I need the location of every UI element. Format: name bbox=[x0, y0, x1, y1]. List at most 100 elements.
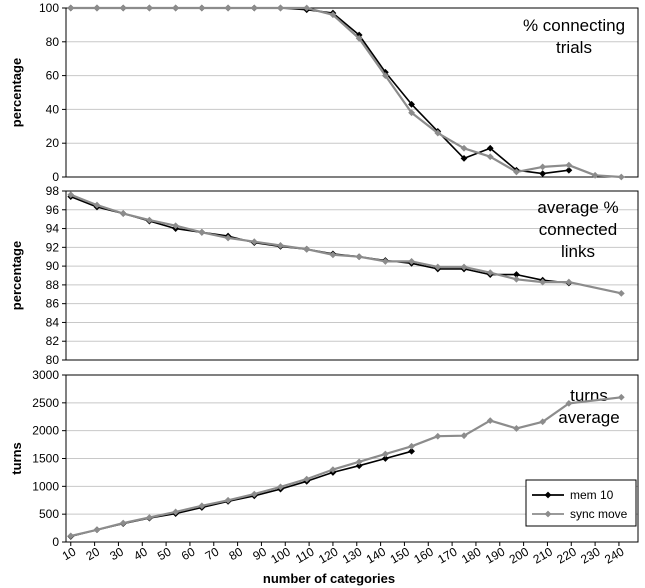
x-tick-label: 90 bbox=[250, 544, 269, 563]
data-point-sync-move bbox=[277, 242, 284, 249]
data-point-sync-move bbox=[486, 269, 494, 277]
data-point-sync-move bbox=[198, 502, 206, 510]
x-tick-label: 220 bbox=[554, 544, 579, 566]
x-tick-label: 40 bbox=[131, 544, 150, 563]
data-point-sync-move bbox=[146, 4, 153, 12]
x-tick-label: 210 bbox=[531, 544, 556, 566]
data-point-sync-move bbox=[303, 4, 311, 12]
y-axis-label: percentage bbox=[9, 241, 24, 310]
y-tick-label: 1500 bbox=[32, 452, 59, 466]
legend-swatch-marker bbox=[544, 491, 552, 499]
x-tick-label: 200 bbox=[507, 544, 532, 566]
data-point-sync-move bbox=[460, 144, 468, 152]
x-tick-label: 170 bbox=[435, 544, 460, 566]
y-tick-label: 0 bbox=[52, 170, 59, 184]
panel-title: average bbox=[558, 408, 619, 427]
data-point-sync-move bbox=[434, 263, 442, 271]
data-point-sync-move bbox=[172, 4, 180, 12]
y-tick-label: 80 bbox=[46, 35, 60, 49]
legend-label: sync move bbox=[570, 507, 628, 521]
x-tick-label: 60 bbox=[179, 544, 198, 563]
data-point-sync-move bbox=[303, 475, 311, 483]
y-tick-label: 40 bbox=[46, 102, 60, 116]
data-point-sync-move bbox=[119, 519, 127, 527]
data-point-sync-move bbox=[329, 11, 337, 19]
x-tick-label: 30 bbox=[107, 544, 126, 563]
y-tick-label: 96 bbox=[46, 203, 60, 217]
data-point-sync-move bbox=[565, 399, 573, 407]
data-point-sync-move bbox=[172, 222, 180, 230]
data-point-sync-move bbox=[93, 201, 101, 209]
data-point-sync-move bbox=[67, 532, 75, 540]
data-point-sync-move bbox=[539, 278, 547, 286]
x-tick-label: 180 bbox=[459, 544, 484, 566]
series-line-mem-10 bbox=[70, 7, 570, 175]
panel-title: links bbox=[561, 242, 595, 261]
y-tick-label: 90 bbox=[46, 259, 60, 273]
y-tick-label: 80 bbox=[46, 353, 60, 367]
panel-title: average % bbox=[537, 198, 618, 217]
data-point-sync-move bbox=[250, 4, 258, 12]
data-point-sync-move bbox=[460, 432, 468, 440]
data-point-sync-move bbox=[486, 417, 494, 425]
data-point-sync-move bbox=[434, 129, 442, 137]
data-point-sync-move bbox=[146, 216, 153, 224]
data-point-sync-move bbox=[119, 4, 127, 12]
data-point-sync-move bbox=[250, 238, 258, 246]
data-point-sync-move bbox=[355, 458, 363, 466]
legend-swatch-marker bbox=[544, 510, 552, 518]
y-tick-label: 500 bbox=[39, 507, 59, 521]
data-point-mem-10 bbox=[565, 166, 573, 174]
x-tick-label: 240 bbox=[602, 544, 627, 566]
data-point-sync-move bbox=[329, 251, 337, 259]
data-point-sync-move bbox=[565, 278, 573, 286]
data-point-sync-move bbox=[617, 393, 625, 401]
legend: mem 10 sync move bbox=[525, 479, 637, 527]
data-point-sync-move bbox=[224, 496, 232, 504]
data-point-mem-10 bbox=[486, 144, 494, 152]
data-point-sync-move bbox=[486, 153, 494, 161]
panel-title: connected bbox=[539, 220, 617, 239]
data-point-sync-move bbox=[460, 263, 468, 271]
data-point-sync-move bbox=[198, 228, 206, 236]
x-tick-label: 190 bbox=[483, 544, 508, 566]
data-point-sync-move bbox=[408, 258, 415, 265]
plot-frame bbox=[65, 7, 639, 178]
data-point-sync-move bbox=[67, 191, 75, 199]
legend-box bbox=[525, 479, 637, 527]
panel-connecting-trials: 0 20 40 60 80 100 percentage % connecting trials bbox=[9, 1, 639, 184]
data-point-sync-move bbox=[93, 4, 101, 12]
y-tick-label: 94 bbox=[46, 222, 60, 236]
x-tick-label: 50 bbox=[155, 544, 174, 563]
y-tick-label: 20 bbox=[46, 136, 60, 150]
y-tick-label: 2000 bbox=[32, 424, 59, 438]
data-point-sync-move bbox=[539, 163, 547, 171]
data-point-sync-move bbox=[408, 109, 415, 117]
y-tick-label: 60 bbox=[46, 69, 60, 83]
x-tick-label: 120 bbox=[316, 544, 341, 566]
data-point-mem-10 bbox=[539, 170, 547, 178]
legend-label: mem 10 bbox=[570, 488, 614, 502]
data-point-sync-move bbox=[381, 258, 389, 265]
y-tick-label: 2500 bbox=[32, 396, 59, 410]
plot-frame bbox=[65, 190, 639, 361]
y-tick-label: 82 bbox=[46, 334, 60, 348]
data-point-mem-10 bbox=[408, 100, 415, 108]
y-tick-label: 0 bbox=[52, 535, 59, 549]
x-axis-label: number of categories bbox=[263, 571, 395, 586]
series-line-sync-move bbox=[70, 6, 622, 179]
data-point-sync-move bbox=[513, 275, 520, 283]
data-point-sync-move bbox=[381, 450, 389, 458]
data-point-sync-move bbox=[434, 432, 442, 440]
data-point-sync-move bbox=[172, 508, 180, 516]
data-point-mem-10 bbox=[513, 271, 520, 278]
data-point-sync-move bbox=[198, 4, 206, 12]
data-point-sync-move bbox=[381, 72, 389, 79]
data-point-mem-10 bbox=[355, 462, 363, 470]
data-point-sync-move bbox=[355, 35, 363, 42]
y-axis-label: percentage bbox=[9, 58, 24, 127]
x-tick-label: 100 bbox=[268, 544, 293, 566]
data-point-mem-10 bbox=[408, 447, 415, 455]
data-point-sync-move bbox=[539, 418, 547, 426]
